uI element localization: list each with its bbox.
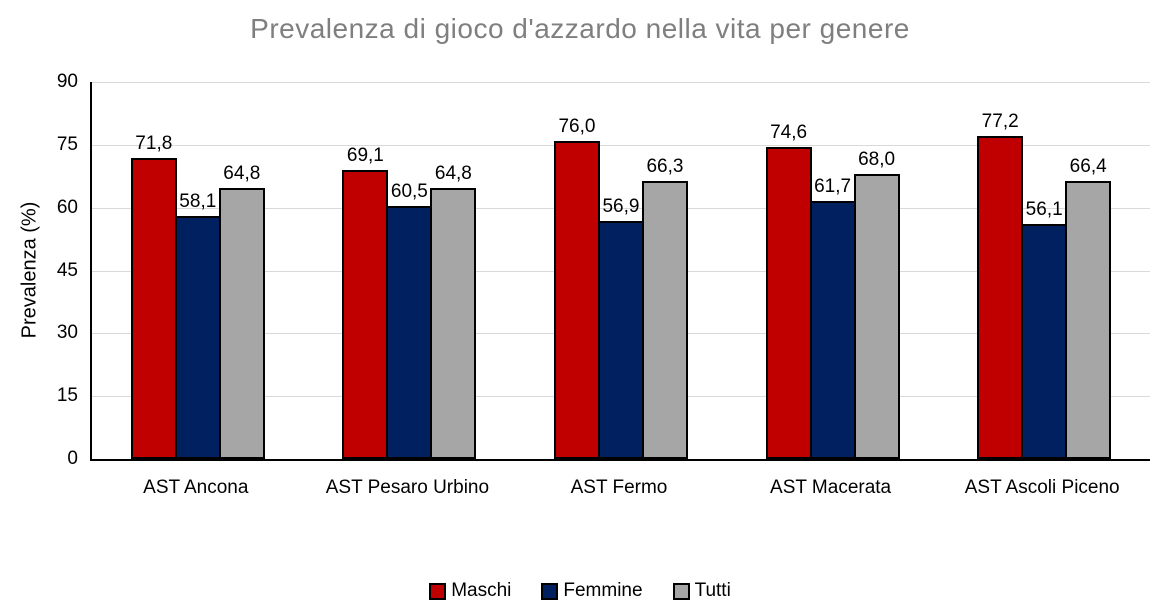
bar-group-ast-pesaro-urbino: 69,1 60,5 64,8 <box>304 82 516 459</box>
bar-tutti-ast-ancona: 64,8 <box>218 163 265 459</box>
bar-tutti-ast-fermo: 66,3 <box>641 156 688 459</box>
x-label-ast-ancona: AST Ancona <box>143 477 249 498</box>
gridline-90 <box>92 82 1150 83</box>
y-tick-label-60: 60 <box>56 196 78 218</box>
legend-swatch-tutti <box>672 582 690 600</box>
y-tick-label-0: 0 <box>67 448 78 469</box>
legend-item-femmine: Femmine <box>541 580 643 602</box>
bar-tutti-ast-ascoli-piceno: 66,4 <box>1065 156 1112 459</box>
bar-value-label: 77,2 <box>981 110 1019 132</box>
bar-femmine-ast-fermo: 56,9 <box>597 196 644 459</box>
legend-label-femmine: Femmine <box>563 580 643 601</box>
bar-femmine-ast-ancona: 58,1 <box>174 191 221 459</box>
bar-value-label: 64,8 <box>434 162 472 184</box>
bar-maschi-ast-ancona: 71,8 <box>130 133 177 459</box>
bar-femmine-ast-pesaro-urbino: 60,5 <box>386 181 433 459</box>
y-tick-label-75: 75 <box>56 133 78 155</box>
bar-group-ast-ascoli-piceno: 77,2 56,1 66,4 <box>938 82 1150 459</box>
bar-value-label: 76,0 <box>558 115 596 137</box>
bar-groups: 71,8 58,1 64,8 69,1 60,5 64,8 76,0 56,9 66,3 74,6… <box>92 82 1150 459</box>
x-label-ast-pesaro-urbino: AST Pesaro Urbino <box>325 477 490 498</box>
legend-item-tutti: Tutti <box>672 580 731 602</box>
gridline-75 <box>92 144 1150 146</box>
bar-femmine-ast-ascoli-piceno: 56,1 <box>1021 199 1068 459</box>
bar-value-label: 58,1 <box>179 190 217 212</box>
x-label-ast-ascoli-piceno: AST Ascoli Piceno <box>964 477 1120 498</box>
legend-item-maschi: Maschi <box>429 580 511 602</box>
bar-maschi-ast-pesaro-urbino: 69,1 <box>342 145 389 459</box>
y-tick-label-15: 15 <box>56 385 78 407</box>
bar-value-label: 71,8 <box>135 133 173 155</box>
bar-value-label: 66,4 <box>1069 155 1107 177</box>
legend-swatch-maschi <box>429 582 447 600</box>
y-tick-label-45: 45 <box>56 259 78 281</box>
bar-maschi-ast-ascoli-piceno: 77,2 <box>977 111 1024 459</box>
bar-value-label: 69,1 <box>346 144 384 166</box>
x-axis-category-labels: AST Ancona AST Pesaro Urbino AST Fermo AST … <box>90 477 1148 499</box>
plot-area: 71,8 58,1 64,8 69,1 60,5 64,8 76,0 56,9 66,3 74,6… <box>90 82 1150 461</box>
bar-femmine-ast-macerata: 61,7 <box>809 176 856 459</box>
bar-group-ast-ancona: 71,8 58,1 64,8 <box>92 82 304 459</box>
legend: Maschi Femmine Tutti <box>0 580 1160 602</box>
y-tick-label-30: 30 <box>56 322 78 344</box>
y-tick-label-90: 90 <box>56 71 78 92</box>
chart-title: Prevalenza di gioco d'azzardo nella vita… <box>250 13 910 44</box>
bar-group-ast-fermo: 76,0 56,9 66,3 <box>515 82 727 459</box>
bar-value-label: 56,9 <box>602 195 640 217</box>
bar-value-label: 60,5 <box>390 180 428 202</box>
legend-swatch-femmine <box>541 582 559 600</box>
bar-tutti-ast-pesaro-urbino: 64,8 <box>430 163 477 459</box>
bar-maschi-ast-fermo: 76,0 <box>553 116 600 459</box>
gridline-60 <box>92 207 1150 209</box>
bar-value-label: 56,1 <box>1025 199 1063 220</box>
bar-group-ast-macerata: 74,6 61,7 68,0 <box>727 82 939 459</box>
legend-label-maschi: Maschi <box>451 580 512 601</box>
bar-value-label: 68,0 <box>858 149 896 171</box>
bar-value-label: 66,3 <box>646 156 684 178</box>
x-label-ast-fermo: AST Fermo <box>570 477 668 498</box>
x-label-ast-macerata: AST Macerata <box>770 477 892 498</box>
legend-label-tutti: Tutti <box>694 580 731 601</box>
bar-value-label: 74,6 <box>770 121 808 143</box>
bar-tutti-ast-macerata: 68,0 <box>853 149 900 459</box>
bar-value-label: 64,8 <box>223 162 261 184</box>
bar-maschi-ast-macerata: 74,6 <box>765 122 812 459</box>
bar-value-label: 61,7 <box>814 175 852 197</box>
